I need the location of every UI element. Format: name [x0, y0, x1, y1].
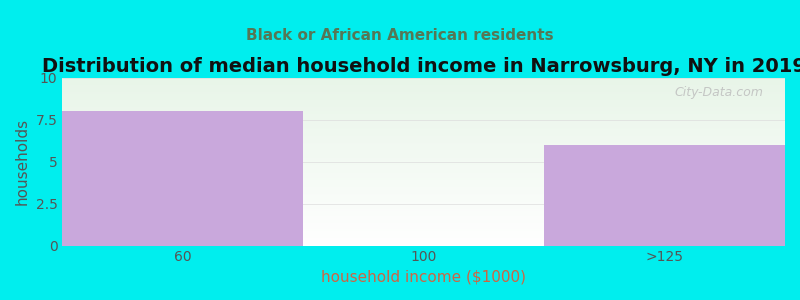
Bar	[544, 145, 785, 246]
Title: Distribution of median household income in Narrowsburg, NY in 2019: Distribution of median household income …	[42, 57, 800, 76]
Text: City-Data.com: City-Data.com	[674, 86, 763, 99]
Text: Black or African American residents: Black or African American residents	[246, 28, 554, 44]
X-axis label: household income ($1000): household income ($1000)	[321, 270, 526, 285]
Bar	[62, 111, 303, 246]
Y-axis label: households: households	[15, 118, 30, 205]
